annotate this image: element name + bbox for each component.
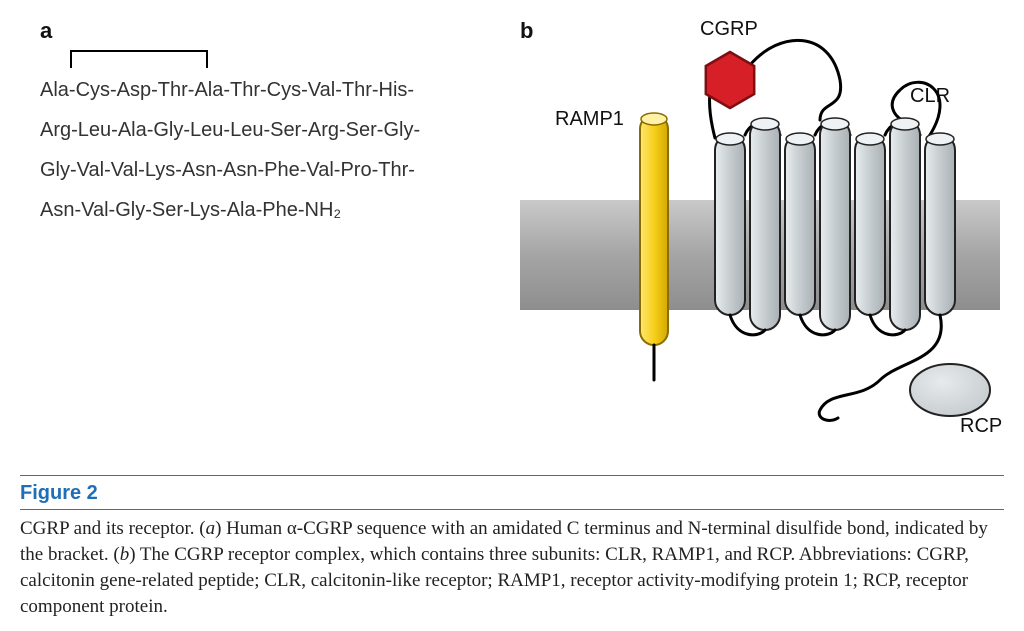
caption-text: CGRP and its receptor. (	[20, 518, 206, 539]
receptor-svg	[520, 20, 1000, 450]
caption-text: ) The CGRP receptor complex, which conta…	[20, 544, 969, 617]
caption-heading: Figure 2	[20, 476, 1004, 510]
sequence-line: Arg-Leu-Ala-Gly-Leu-Leu-Ser-Arg-Ser-Gly-	[40, 110, 490, 150]
sequence-line: Gly-Val-Val-Lys-Asn-Asn-Phe-Val-Pro-Thr-	[40, 150, 490, 190]
panel-a-label: a	[40, 18, 52, 44]
figure-wrapper: a Ala-Cys-Asp-Thr-Ala-Thr-Cys-Val-Thr-Hi…	[0, 0, 1024, 631]
caption-b-letter: b	[120, 544, 130, 565]
receptor-diagram	[520, 20, 1000, 450]
sequence-block: Ala-Cys-Asp-Thr-Ala-Thr-Cys-Val-Thr-His-…	[40, 70, 490, 230]
disulfide-bracket	[70, 50, 208, 68]
caption-box: Figure 2 CGRP and its receptor. (a) Huma…	[20, 475, 1004, 620]
sequence-line: Ala-Cys-Asp-Thr-Ala-Thr-Cys-Val-Thr-His-	[40, 70, 490, 110]
sequence-line: Asn-Val-Gly-Ser-Lys-Ala-Phe-NH₂	[40, 190, 490, 230]
caption-body: CGRP and its receptor. (a) Human α-CGRP …	[20, 510, 1004, 620]
caption-a-letter: a	[206, 518, 216, 539]
